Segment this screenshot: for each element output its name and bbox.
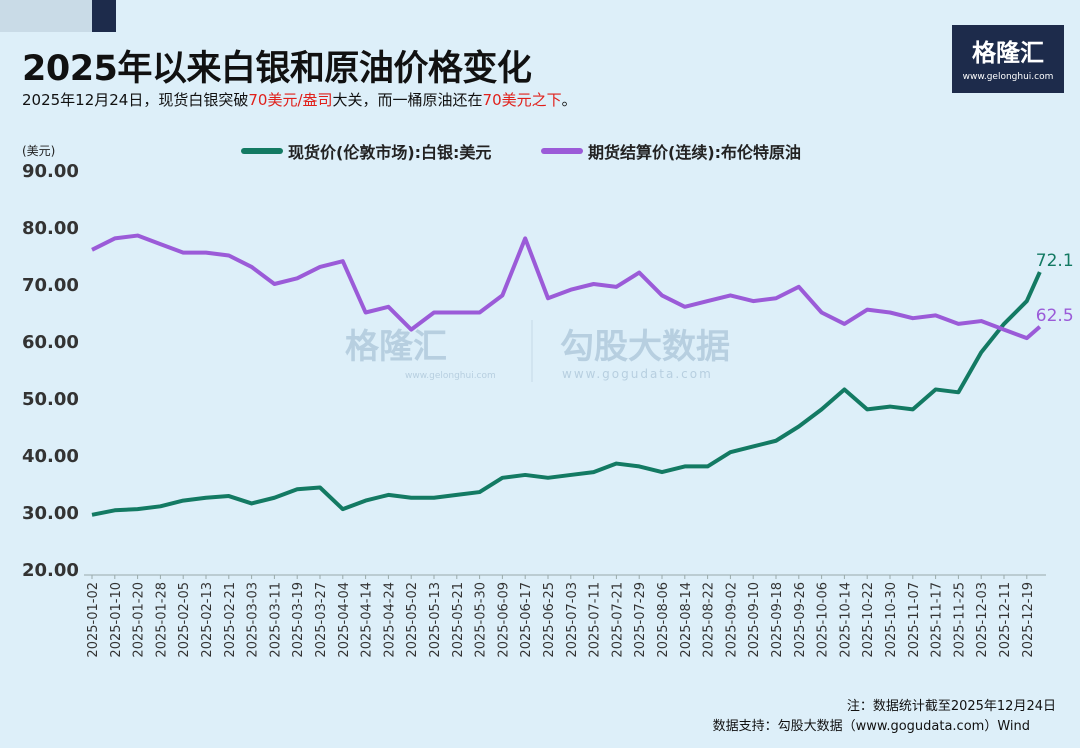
watermark-left: 格隆汇 bbox=[345, 327, 447, 367]
series-line bbox=[91, 271, 1042, 517]
subtitle-highlight: 70美元/盎司 bbox=[248, 91, 333, 109]
x-tick-label: 2025-03-27 bbox=[314, 582, 329, 658]
x-tick-label: 2025-12-19 bbox=[1021, 582, 1036, 658]
y-tick-label: 20.00 bbox=[22, 560, 79, 581]
logo-url: www.gelonghui.com bbox=[962, 72, 1054, 82]
end-value-label: 72.1 bbox=[1036, 251, 1074, 271]
y-tick-label: 40.00 bbox=[22, 446, 79, 467]
footer-source: 数据支持：勾股大数据（www.gogudata.com）Wind bbox=[712, 719, 1030, 734]
watermark-left-url: www.gelonghui.com bbox=[405, 371, 496, 381]
x-tick-label: 2025-09-26 bbox=[793, 582, 808, 658]
footer-note: 注：数据统计截至2025年12月24日 bbox=[846, 699, 1056, 714]
subtitle-text: 2025年12月24日，现货白银突破 bbox=[22, 91, 249, 109]
x-tick-label: 2025-08-06 bbox=[656, 582, 671, 658]
x-tick-label: 2025-03-11 bbox=[268, 582, 283, 658]
x-tick-label: 2025-02-05 bbox=[177, 582, 192, 658]
x-tick-label: 2025-09-18 bbox=[770, 582, 785, 658]
subtitle-text: 。 bbox=[561, 91, 577, 109]
x-tick-label: 2025-09-02 bbox=[724, 582, 739, 658]
x-tick-label: 2025-10-06 bbox=[816, 582, 831, 658]
x-tick-label: 2025-07-29 bbox=[633, 582, 648, 658]
y-tick-label: 30.00 bbox=[22, 503, 79, 524]
x-tick-label: 2025-01-10 bbox=[109, 582, 124, 658]
x-tick-label: 2025-01-02 bbox=[86, 582, 101, 658]
x-tick-label: 2025-05-21 bbox=[451, 582, 466, 658]
x-tick-label: 2025-05-30 bbox=[474, 582, 489, 658]
logo-name: 格隆汇 bbox=[972, 39, 1044, 67]
x-tick-label: 2025-08-14 bbox=[679, 582, 694, 658]
x-tick-label: 2025-12-03 bbox=[975, 582, 990, 658]
x-tick-label: 2025-04-24 bbox=[382, 582, 397, 658]
x-tick-label: 2025-02-21 bbox=[223, 582, 238, 658]
end-value-label: 62.5 bbox=[1036, 306, 1074, 326]
subtitle-highlight: 70美元之下 bbox=[482, 91, 562, 109]
subtitle-text: 大关，而一桶原油还在 bbox=[332, 91, 483, 109]
top-decor-bar bbox=[0, 0, 92, 32]
x-tick-label: 2025-03-03 bbox=[246, 582, 261, 658]
x-tick-label: 2025-08-22 bbox=[702, 582, 717, 658]
x-tick-label: 2025-05-02 bbox=[405, 582, 420, 658]
y-axis-label: (美元) bbox=[22, 144, 55, 158]
chart-subtitle: 2025年12月24日，现货白银突破70美元/盎司大关，而一桶原油还在70美元之… bbox=[22, 89, 577, 110]
x-tick-label: 2025-07-21 bbox=[610, 582, 625, 658]
x-tick-label: 2025-07-03 bbox=[565, 582, 580, 658]
legend-label: 现货价(伦敦市场):白银:美元 bbox=[288, 143, 491, 162]
x-tick-label: 2025-01-28 bbox=[154, 582, 169, 658]
x-tick-label: 2025-06-17 bbox=[519, 582, 534, 658]
x-tick-label: 2025-11-25 bbox=[952, 582, 967, 658]
y-tick-label: 70.00 bbox=[22, 275, 79, 296]
x-tick-label: 2025-04-04 bbox=[337, 582, 352, 658]
series-line bbox=[91, 233, 1042, 341]
chart-title: 2025年以来白银和原油价格变化 bbox=[22, 49, 532, 89]
x-tick-label: 2025-11-07 bbox=[907, 582, 922, 658]
x-tick-label: 2025-06-09 bbox=[496, 582, 511, 658]
watermark-right-url: www.gogudata.com bbox=[562, 367, 713, 381]
x-tick-label: 2025-06-25 bbox=[542, 582, 557, 658]
legend-label: 期货结算价(连续):布伦特原油 bbox=[588, 143, 801, 162]
brand-logo: 格隆汇 www.gelonghui.com bbox=[952, 25, 1064, 93]
x-tick-label: 2025-12-11 bbox=[998, 582, 1013, 658]
top-decor-block bbox=[92, 0, 116, 32]
x-tick-label: 2025-10-22 bbox=[861, 582, 876, 658]
y-tick-label: 80.00 bbox=[22, 218, 79, 239]
y-tick-label: 60.00 bbox=[22, 332, 79, 353]
x-tick-label: 2025-10-30 bbox=[884, 582, 899, 658]
x-tick-label: 2025-01-20 bbox=[132, 582, 147, 658]
x-tick-label: 2025-04-14 bbox=[360, 582, 375, 658]
y-tick-label: 90.00 bbox=[22, 161, 79, 182]
x-tick-label: 2025-03-19 bbox=[291, 582, 306, 658]
x-tick-label: 2025-10-14 bbox=[838, 582, 853, 658]
watermark-right: 勾股大数据 bbox=[560, 327, 730, 367]
x-tick-label: 2025-09-10 bbox=[747, 582, 762, 658]
y-tick-label: 50.00 bbox=[22, 389, 79, 410]
x-tick-label: 2025-07-11 bbox=[588, 582, 603, 658]
x-tick-label: 2025-11-17 bbox=[930, 582, 945, 658]
x-tick-label: 2025-05-13 bbox=[428, 582, 443, 658]
x-tick-label: 2025-02-13 bbox=[200, 582, 215, 658]
